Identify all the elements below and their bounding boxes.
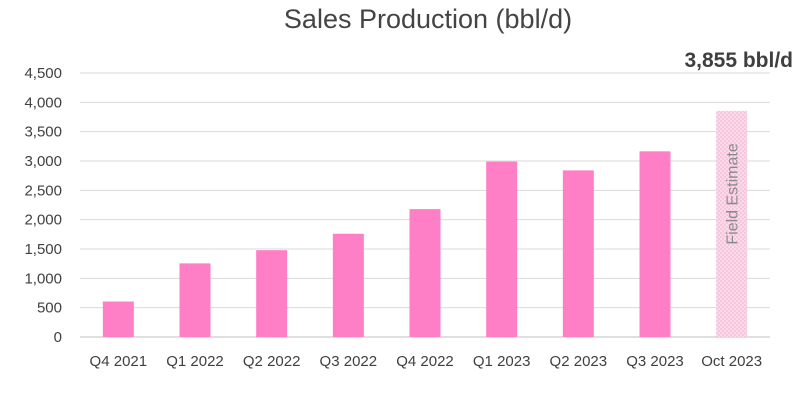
field-estimate-label: Field Estimate xyxy=(725,143,742,244)
x-tick-label: Q2 2023 xyxy=(550,353,608,370)
x-tick-label: Q4 2022 xyxy=(396,353,454,370)
bar xyxy=(179,263,211,337)
y-tick-label: 0 xyxy=(54,329,62,346)
x-tick-label: Q4 2021 xyxy=(90,353,148,370)
y-tick-label: 4,000 xyxy=(24,94,62,111)
y-tick-label: 1,000 xyxy=(24,270,62,287)
x-tick-label: Q3 2022 xyxy=(320,353,378,370)
x-tick-label: Q2 2022 xyxy=(243,353,301,370)
y-axis-ticks: 0 500 1,000 1,500 2,000 2,500 3,000 3,500 4,000 4… xyxy=(24,65,62,346)
bar xyxy=(332,233,364,337)
bar xyxy=(102,301,134,337)
y-tick-label: 2,500 xyxy=(24,182,62,199)
bar xyxy=(486,161,518,337)
production-callout: 3,855 bbl/d xyxy=(684,49,793,72)
y-tick-label: 4,500 xyxy=(24,65,62,82)
bar-estimate xyxy=(716,110,748,337)
x-tick-label: Q1 2022 xyxy=(166,353,224,370)
chart-title: Sales Production (bbl/d) xyxy=(284,4,572,34)
bar xyxy=(639,151,671,337)
x-tick-label: Q1 2023 xyxy=(473,353,531,370)
bar xyxy=(256,250,288,337)
y-tick-label: 3,000 xyxy=(24,153,62,170)
bar xyxy=(562,170,594,337)
y-tick-label: 3,500 xyxy=(24,124,62,141)
x-axis-ticks: Q4 2021 Q1 2022 Q2 2022 Q3 2022 Q4 2022 Q1 20… xyxy=(90,353,763,370)
bar xyxy=(409,209,441,337)
y-tick-label: 1,500 xyxy=(24,241,62,258)
y-tick-label: 2,000 xyxy=(24,212,62,229)
y-tick-label: 500 xyxy=(37,300,62,317)
bars: Field Estimate xyxy=(102,110,748,337)
x-tick-label: Q3 2023 xyxy=(626,353,684,370)
x-tick-label: Oct 2023 xyxy=(701,353,762,370)
